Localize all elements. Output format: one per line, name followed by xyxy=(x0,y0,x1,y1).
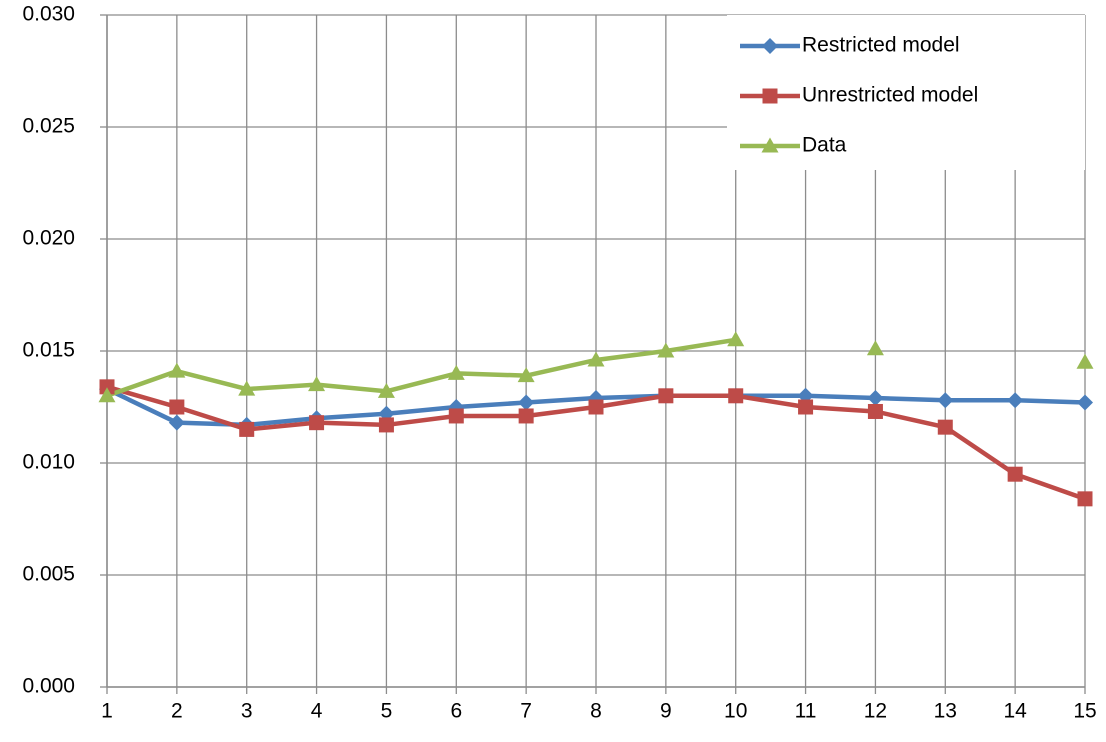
marker xyxy=(937,392,954,409)
x-tick-label: 9 xyxy=(660,700,672,723)
marker xyxy=(727,331,745,347)
x-tick-label: 4 xyxy=(311,700,323,723)
marker xyxy=(308,376,326,392)
marker xyxy=(169,399,185,415)
x-tick-label: 15 xyxy=(1073,700,1096,723)
x-tick-label: 8 xyxy=(590,700,602,723)
x-tick-label: 3 xyxy=(241,700,253,723)
marker xyxy=(1077,394,1093,411)
marker xyxy=(728,388,744,404)
legend-label: Unrestricted model xyxy=(802,84,978,107)
marker xyxy=(588,399,604,415)
marker xyxy=(798,399,814,415)
marker xyxy=(448,408,464,424)
marker xyxy=(378,417,394,433)
marker xyxy=(377,382,395,398)
x-tick-label: 5 xyxy=(381,700,393,723)
marker xyxy=(1076,353,1094,369)
y-tick-label: 0.010 xyxy=(22,451,75,474)
marker xyxy=(1077,491,1093,507)
marker xyxy=(937,419,953,435)
marker xyxy=(238,380,256,396)
marker xyxy=(1007,392,1024,409)
y-tick-label: 0.015 xyxy=(22,339,75,362)
marker xyxy=(518,408,534,424)
y-tick-label: 0.000 xyxy=(22,675,75,698)
marker xyxy=(657,342,675,358)
marker xyxy=(518,394,535,411)
marker xyxy=(867,403,883,419)
marker xyxy=(762,88,778,104)
x-tick-label: 7 xyxy=(520,700,532,723)
x-tick-label: 1 xyxy=(101,700,113,723)
y-tick-label: 0.030 xyxy=(22,3,75,26)
x-tick-label: 2 xyxy=(171,700,183,723)
marker xyxy=(447,364,465,380)
legend-label: Data xyxy=(802,134,847,157)
x-tick-label: 13 xyxy=(934,700,957,723)
y-tick-label: 0.025 xyxy=(22,115,75,138)
marker xyxy=(867,390,884,407)
marker xyxy=(98,387,116,403)
marker xyxy=(517,367,535,383)
marker xyxy=(1007,466,1023,482)
marker xyxy=(587,351,605,367)
x-tick-label: 11 xyxy=(795,700,817,723)
x-tick-label: 14 xyxy=(1003,700,1027,723)
x-tick-label: 12 xyxy=(864,700,887,723)
marker xyxy=(866,340,884,356)
marker xyxy=(239,421,255,437)
marker xyxy=(99,379,115,395)
x-tick-label: 10 xyxy=(724,700,747,723)
marker xyxy=(309,415,325,431)
marker xyxy=(168,414,185,431)
x-tick-label: 6 xyxy=(450,700,462,723)
marker xyxy=(168,362,186,378)
legend-label: Restricted model xyxy=(802,34,960,57)
y-tick-label: 0.020 xyxy=(22,227,75,250)
marker xyxy=(762,38,778,54)
marker xyxy=(658,388,674,404)
y-tick-label: 0.005 xyxy=(22,563,75,586)
marker xyxy=(761,137,779,153)
